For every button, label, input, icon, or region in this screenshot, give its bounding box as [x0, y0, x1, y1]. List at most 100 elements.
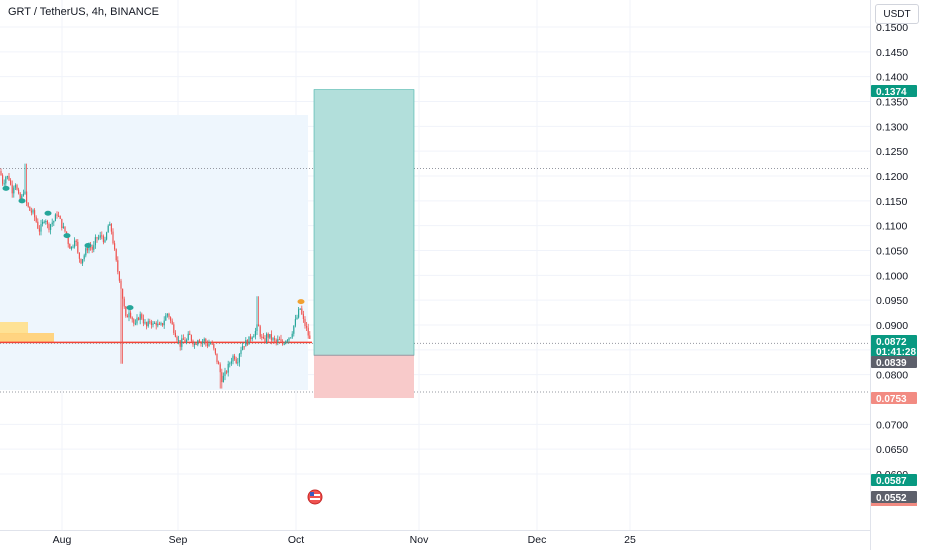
- candle: [278, 336, 280, 341]
- price-tag: 0.0839: [871, 356, 917, 369]
- candle-body: [294, 319, 296, 326]
- candle-body: [259, 326, 261, 337]
- candle: [192, 339, 194, 347]
- candle-body: [198, 340, 200, 343]
- candle-body: [30, 210, 32, 213]
- symbol-title[interactable]: GRT / TetherUS, 4h, BINANCE: [8, 6, 160, 18]
- candle: [150, 319, 152, 329]
- candle: [126, 314, 128, 318]
- price-tag-background: [871, 356, 917, 368]
- candle: [134, 319, 136, 326]
- candle: [178, 335, 180, 345]
- candle: [157, 319, 159, 328]
- price-axis[interactable]: 0.1500 0.1450 0.1400 0.1350 0.1300 0.1250 0.12…: [876, 22, 908, 481]
- currency-button[interactable]: USDT: [875, 4, 919, 24]
- candle: [99, 231, 101, 240]
- candle-body: [50, 224, 52, 230]
- candle: [11, 180, 13, 198]
- candle-body: [216, 353, 218, 363]
- candle: [32, 208, 34, 215]
- range-box[interactable]: [0, 115, 308, 390]
- candle-body: [176, 336, 178, 341]
- candle: [213, 343, 215, 351]
- candle-body: [230, 361, 232, 364]
- candle-body: [77, 241, 79, 253]
- candle: [62, 222, 64, 229]
- candle: [122, 288, 124, 364]
- candle-body: [195, 343, 197, 345]
- candle-body: [256, 324, 258, 332]
- highlight-block[interactable]: [0, 322, 28, 334]
- candle-body: [227, 363, 229, 373]
- candle: [237, 358, 239, 366]
- candle: [294, 314, 296, 328]
- candle-body: [70, 246, 72, 249]
- candle: [29, 206, 31, 211]
- candle: [112, 228, 114, 245]
- candle-body: [104, 239, 106, 243]
- economic-event-icon[interactable]: [307, 489, 323, 505]
- candle: [34, 208, 36, 222]
- candle: [256, 296, 258, 335]
- candle-body: [218, 362, 220, 365]
- candle-body: [37, 221, 39, 229]
- candle-body: [274, 338, 276, 340]
- candle-body: [184, 339, 186, 343]
- candle: [155, 321, 157, 330]
- price-axis-divider: [870, 0, 871, 550]
- candle: [158, 321, 160, 326]
- candle-body: [152, 323, 154, 325]
- time-axis-label: Nov: [410, 534, 429, 546]
- highlight-block[interactable]: [0, 333, 54, 343]
- candle: [30, 207, 32, 216]
- markers: [2, 185, 305, 311]
- candle-body: [163, 320, 165, 326]
- candle: [174, 330, 176, 338]
- candle-body: [2, 175, 4, 184]
- candle: [120, 278, 122, 364]
- candle-body: [282, 341, 284, 345]
- time-axis-label: Oct: [288, 534, 304, 546]
- candle-body: [258, 324, 260, 327]
- candle: [205, 337, 207, 347]
- price-tag-background: [871, 392, 917, 404]
- candle-body: [43, 221, 45, 223]
- events[interactable]: [307, 489, 323, 505]
- candle-body: [205, 339, 207, 344]
- candle-body: [102, 236, 104, 243]
- candle-body: [214, 348, 216, 354]
- candle-body: [98, 237, 100, 239]
- price-tag-value: 0.0839: [876, 358, 907, 369]
- candle-body: [61, 218, 63, 229]
- time-axis[interactable]: Aug Sep Oct Nov Dec 25: [53, 534, 636, 546]
- candle: [296, 314, 298, 320]
- candle-body: [126, 315, 128, 318]
- candle: [232, 354, 234, 365]
- candle-body: [69, 244, 71, 249]
- candle: [128, 309, 130, 322]
- candle-body: [157, 323, 159, 326]
- candle-body: [83, 255, 85, 260]
- candle: [94, 234, 96, 249]
- drawing-layer[interactable]: [0, 89, 870, 399]
- candle: [250, 333, 252, 342]
- candle: [24, 163, 26, 195]
- position-stop-zone[interactable]: [314, 355, 414, 399]
- candle-body: [240, 349, 242, 355]
- price-tag: 0.0753: [871, 392, 917, 405]
- candle: [80, 258, 82, 265]
- candle-body: [34, 210, 36, 218]
- candle-body: [146, 322, 148, 327]
- signal-marker: [63, 233, 71, 239]
- position-target-zone[interactable]: [313, 89, 415, 356]
- candle: [43, 220, 45, 224]
- candle: [219, 362, 221, 389]
- candle-body: [179, 340, 181, 347]
- candle: [0, 168, 2, 176]
- candle-body: [136, 317, 138, 324]
- price-axis-label: 0.1400: [876, 72, 908, 84]
- candle-body: [130, 312, 132, 318]
- candle-body: [280, 339, 282, 342]
